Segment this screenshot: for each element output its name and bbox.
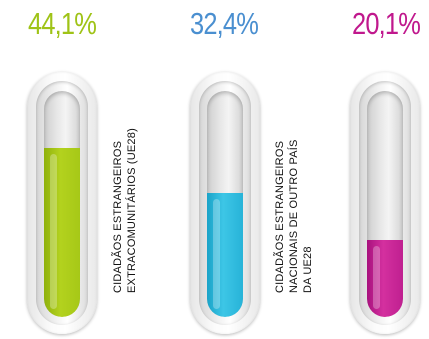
thermometer-tube-2	[190, 72, 260, 334]
category-label-2-line-2: NACIONAIS DE OUTRO PAÍS	[288, 139, 300, 293]
value-label-1: 44,1%	[28, 6, 97, 41]
category-label-1-line-1: CIDADÃOS ESTRANGEIROS	[112, 140, 124, 293]
thermometer-tube-1	[27, 72, 97, 334]
thermometer-tube-3	[350, 72, 420, 334]
category-label-2-line-1: CIDADÃOS ESTRANGEIROS	[274, 140, 286, 293]
thermometer-fill-2	[207, 192, 243, 317]
value-label-2: 32,4%	[190, 6, 259, 41]
value-label-3: 20,1%	[352, 6, 421, 41]
thermometer-fill-1	[44, 147, 80, 317]
category-label-2-line-3: DA UE28	[302, 246, 314, 293]
thermometer-fill-3	[367, 239, 403, 317]
category-label-1-line-2: EXTRACOMUNITÁRIOS (UE28)	[126, 128, 138, 293]
category-label-2: CIDADÃOS ESTRANGEIROS NACIONAIS DE OUTRO…	[273, 139, 315, 293]
category-label-1: CIDADÃOS ESTRANGEIROS EXTRACOMUNITÁRIOS …	[111, 128, 139, 293]
